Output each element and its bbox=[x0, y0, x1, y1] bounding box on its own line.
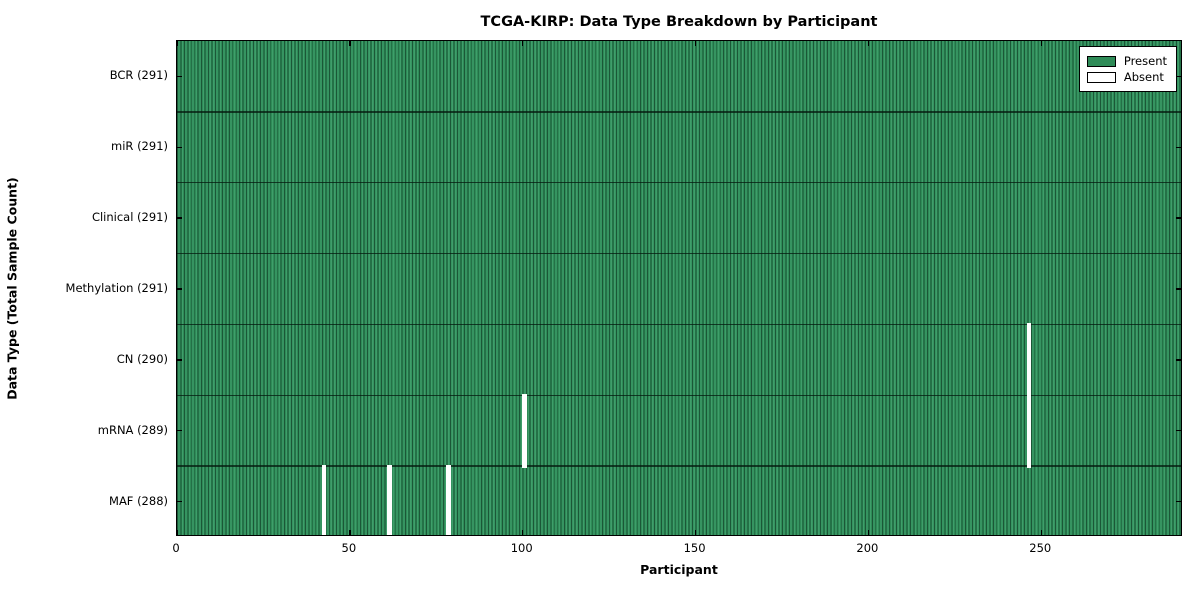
right-tick-CN bbox=[1176, 359, 1181, 361]
x-tick-label-200: 200 bbox=[856, 541, 879, 555]
bottom-tick-x-200 bbox=[867, 530, 870, 535]
top-tick-x-0 bbox=[176, 41, 178, 46]
absent-bar-MAF-42 bbox=[321, 464, 327, 535]
y-tick-label-miR: miR (291) bbox=[111, 139, 168, 154]
top-tick-x-200 bbox=[867, 41, 870, 46]
present-swatch-icon bbox=[1086, 55, 1116, 67]
row-divider bbox=[177, 323, 1181, 326]
bottom-tick-x-250 bbox=[1040, 530, 1042, 535]
left-tick-BCR bbox=[177, 75, 182, 78]
y-tick-label-mRNA: mRNA (289) bbox=[97, 422, 168, 437]
top-tick-x-150 bbox=[694, 41, 697, 46]
bottom-tick-x-100 bbox=[521, 530, 524, 535]
x-tick-label-250: 250 bbox=[1029, 541, 1052, 555]
row-divider bbox=[177, 182, 1181, 184]
y-tick-label-BCR: BCR (291) bbox=[109, 68, 168, 83]
bottom-tick-x-50 bbox=[349, 530, 351, 535]
y-tick-label-Methylation: Methylation (291) bbox=[65, 281, 168, 295]
left-tick-mRNA bbox=[177, 429, 182, 432]
absent-bar-mRNA-246 bbox=[1026, 393, 1032, 468]
left-tick-miR bbox=[177, 146, 182, 149]
absent-bar-MAF-78 bbox=[446, 464, 451, 535]
x-tick-label-0: 0 bbox=[172, 541, 180, 555]
top-tick-x-100 bbox=[521, 41, 524, 46]
y-tick-label-Clinical: Clinical (291) bbox=[91, 210, 168, 225]
right-tick-miR bbox=[1176, 146, 1181, 149]
legend-label-absent: Absent bbox=[1123, 70, 1164, 84]
bottom-tick-x-0 bbox=[176, 530, 178, 535]
chart-title: TCGA-KIRP: Data Type Breakdown by Partic… bbox=[480, 14, 878, 30]
row-divider bbox=[177, 394, 1181, 396]
left-tick-CN bbox=[177, 359, 182, 361]
x-tick-label-100: 100 bbox=[510, 541, 533, 555]
legend-label-present: Present bbox=[1123, 54, 1167, 68]
absent-swatch-icon bbox=[1086, 71, 1116, 83]
legend: Present Absent bbox=[1078, 46, 1177, 92]
y-tick-label-MAF: MAF (288) bbox=[109, 493, 168, 508]
absent-bar-CN-246 bbox=[1026, 322, 1032, 397]
legend-item-absent: Absent bbox=[1086, 70, 1167, 84]
right-tick-Clinical bbox=[1176, 217, 1181, 219]
left-tick-MAF bbox=[177, 500, 182, 503]
y-tick-label-CN: CN (290) bbox=[116, 351, 168, 366]
x-tick-label-150: 150 bbox=[683, 541, 706, 555]
right-tick-BCR bbox=[1176, 75, 1181, 78]
row-divider bbox=[177, 111, 1181, 113]
left-tick-Methylation bbox=[177, 288, 182, 290]
top-tick-x-250 bbox=[1040, 41, 1042, 46]
right-tick-Methylation bbox=[1176, 288, 1181, 290]
left-tick-Clinical bbox=[177, 217, 182, 219]
bottom-tick-x-150 bbox=[694, 530, 697, 535]
right-tick-MAF bbox=[1176, 500, 1181, 503]
plot-area: Present Absent bbox=[176, 40, 1182, 536]
top-tick-x-50 bbox=[349, 41, 351, 46]
row-divider bbox=[177, 252, 1181, 255]
legend-item-present: Present bbox=[1086, 54, 1167, 68]
x-axis-title: Participant bbox=[640, 562, 718, 577]
row-divider bbox=[177, 465, 1181, 467]
x-tick-label-50: 50 bbox=[341, 541, 357, 555]
right-tick-mRNA bbox=[1176, 429, 1181, 432]
absent-bar-MAF-61 bbox=[387, 464, 392, 535]
absent-bar-mRNA-100 bbox=[522, 393, 527, 468]
